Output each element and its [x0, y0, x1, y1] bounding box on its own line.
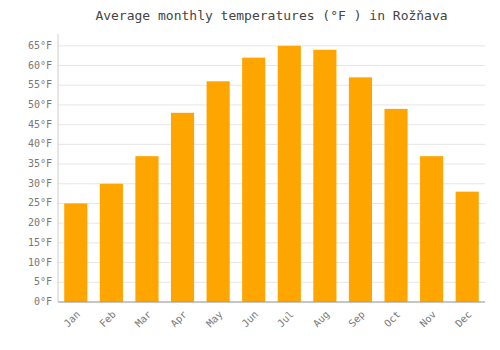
y-tick-label: 50°F [28, 99, 52, 110]
x-tick-label: May [204, 309, 225, 330]
grid-line [58, 85, 485, 86]
y-tick-label: 0°F [34, 296, 52, 307]
x-tick-label: Dec [453, 309, 474, 330]
x-tick-label: Mar [133, 309, 154, 330]
bar [207, 81, 230, 302]
y-tick-label: 45°F [28, 119, 52, 130]
x-tick-label: Jan [62, 309, 83, 330]
x-tick-label: Nov [418, 309, 439, 330]
y-tick-label: 35°F [28, 158, 52, 169]
grid-line [58, 65, 485, 66]
grid-line [58, 104, 485, 105]
bar [64, 203, 87, 302]
y-axis-line [58, 34, 59, 302]
grid-line [58, 302, 485, 303]
bar [100, 184, 123, 302]
x-tick-label: Jun [240, 309, 261, 330]
bar [420, 156, 443, 302]
y-tick-label: 40°F [28, 138, 52, 149]
bar [242, 58, 265, 302]
bar [313, 50, 336, 302]
bar [349, 77, 372, 302]
y-tick-label: 5°F [34, 276, 52, 287]
bar [456, 192, 479, 302]
y-tick-label: 60°F [28, 60, 52, 71]
y-tick-label: 20°F [28, 217, 52, 228]
y-tick-label: 10°F [28, 257, 52, 268]
x-tick-label: Jul [275, 309, 296, 330]
bar [171, 113, 194, 302]
bars [64, 46, 479, 302]
y-tick-label: 15°F [28, 237, 52, 248]
grid-line [58, 144, 485, 145]
bar [135, 156, 158, 302]
grid-line [58, 124, 485, 125]
bar [278, 46, 301, 302]
chart: 0°F 5°F 10°F 15°F 20°F 25°F 30°F 35°F 40°F 45°F 50… [0, 0, 500, 350]
y-tick-label: 65°F [28, 40, 52, 51]
y-tick-label: 25°F [28, 197, 52, 208]
x-tick-label: Feb [97, 309, 118, 330]
grid-line [58, 45, 485, 46]
title: Average monthly temperatures (°F ) in Ro… [95, 8, 447, 23]
x-tick-label: Apr [168, 309, 189, 330]
x-tick-label: Sep [346, 309, 367, 330]
x-tick-label: Oct [382, 309, 403, 330]
x-tick-label: Aug [311, 309, 332, 330]
x-axis-line [58, 302, 485, 303]
y-tick-label: 30°F [28, 178, 52, 189]
grid [58, 46, 485, 302]
bar [384, 109, 407, 302]
y-tick-label: 55°F [28, 79, 52, 90]
